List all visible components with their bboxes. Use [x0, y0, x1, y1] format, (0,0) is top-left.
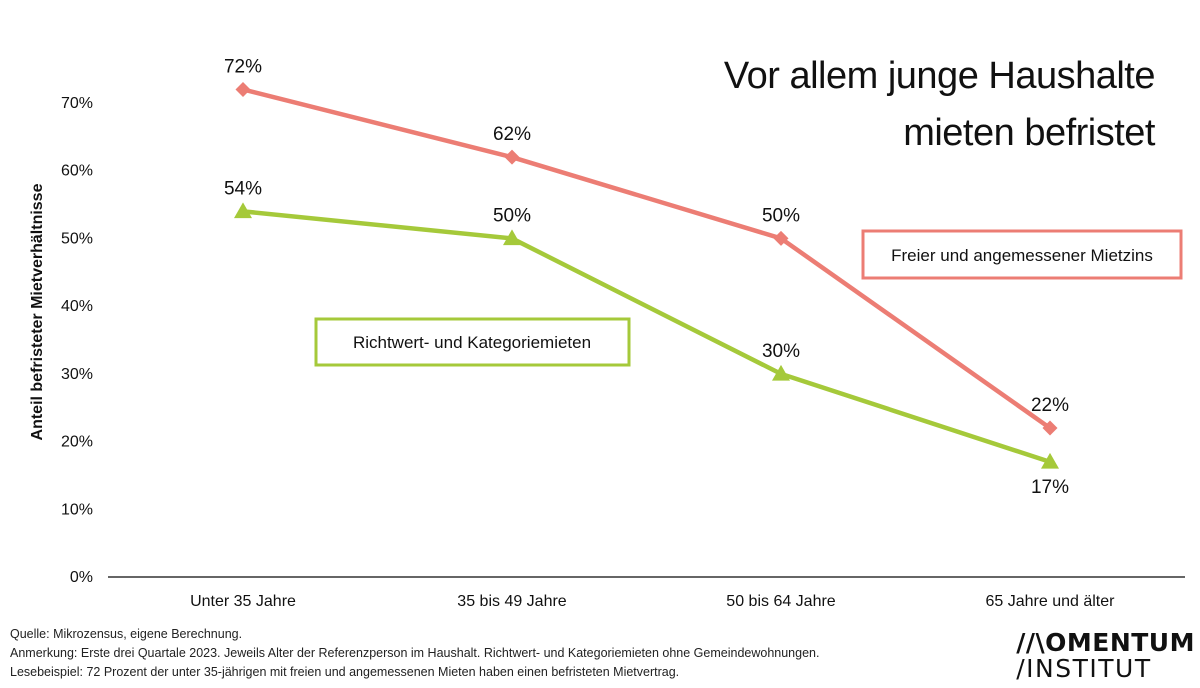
series-line-richtwert: [242, 209, 1051, 465]
y-tick-label: 20%: [61, 434, 93, 451]
chart-title: Vor allem junge Haushalte mieten befrist…: [724, 55, 1157, 154]
y-tick-label: 50%: [61, 230, 93, 247]
data-label: 54%: [224, 178, 262, 199]
y-axis-ticks: 0% 10% 20% 30% 40% 50% 60% 70%: [61, 95, 93, 586]
legend-freier-label: Freier und angemessener Mietzins: [891, 246, 1153, 265]
data-labels: 72% 62% 50% 22% 54% 50% 30% 17%: [224, 56, 1069, 497]
data-point-marker: [504, 149, 520, 165]
legend-richtwert: Richtwert- und Kategoriemieten: [314, 317, 631, 367]
x-tick-label: 50 bis 64 Jahre: [726, 593, 836, 610]
data-label: 72%: [224, 56, 262, 77]
data-label: 50%: [493, 205, 531, 226]
logo-line-2: /INSTITUT: [1016, 654, 1152, 683]
legend-freier: Freier und angemessener Mietzins: [861, 229, 1183, 280]
data-point-marker: [772, 364, 790, 381]
data-point-marker: [503, 229, 521, 246]
data-point-marker: [234, 202, 252, 219]
data-label: 22%: [1031, 395, 1069, 416]
data-point-marker: [1041, 452, 1059, 469]
chart-title-line-1: Vor allem junge Haushalte: [724, 55, 1155, 97]
data-point-marker: [773, 230, 789, 246]
momentum-institut-logo: //\OMENTUM /INSTITUT: [1016, 630, 1195, 682]
footer-source: Quelle: Mikrozensus, eigene Berechnung.: [10, 627, 243, 641]
data-label: 30%: [762, 341, 800, 362]
y-tick-label: 70%: [61, 95, 93, 112]
footer-example: Lesebeispiel: 72 Prozent der unter 35-jä…: [10, 665, 680, 679]
data-label: 50%: [762, 205, 800, 226]
series-lines: [242, 87, 1052, 465]
y-tick-label: 30%: [61, 366, 93, 383]
data-label: 62%: [493, 124, 531, 145]
y-axis-label: Anteil befristeter Mietverhältnisse: [29, 183, 46, 440]
data-label: 17%: [1031, 477, 1069, 498]
y-tick-label: 0%: [70, 569, 93, 586]
series-line-freier: [242, 87, 1052, 430]
y-tick-label: 60%: [61, 163, 93, 180]
data-point-marker: [235, 81, 251, 97]
x-tick-label: 35 bis 49 Jahre: [457, 593, 567, 610]
legend-richtwert-box: [314, 317, 631, 367]
line-chart: Vor allem junge Haushalte mieten befrist…: [29, 55, 1185, 610]
logo-line-1: //\OMENTUM: [1016, 628, 1195, 657]
data-point-marker: [1042, 420, 1058, 436]
y-tick-label: 10%: [61, 501, 93, 518]
legend-richtwert-label: Richtwert- und Kategoriemieten: [353, 333, 591, 352]
legend-freier-box: [861, 229, 1183, 280]
series-markers: [234, 81, 1059, 469]
x-axis-categories: Unter 35 Jahre 35 bis 49 Jahre 50 bis 64 J…: [190, 593, 1115, 610]
x-tick-label: 65 Jahre und älter: [986, 593, 1116, 610]
chart-title-line-2: mieten befristet: [903, 112, 1156, 154]
x-tick-label: Unter 35 Jahre: [190, 593, 296, 610]
footer-note: Anmerkung: Erste drei Quartale 2023. Jew…: [10, 646, 820, 660]
y-tick-label: 40%: [61, 298, 93, 315]
